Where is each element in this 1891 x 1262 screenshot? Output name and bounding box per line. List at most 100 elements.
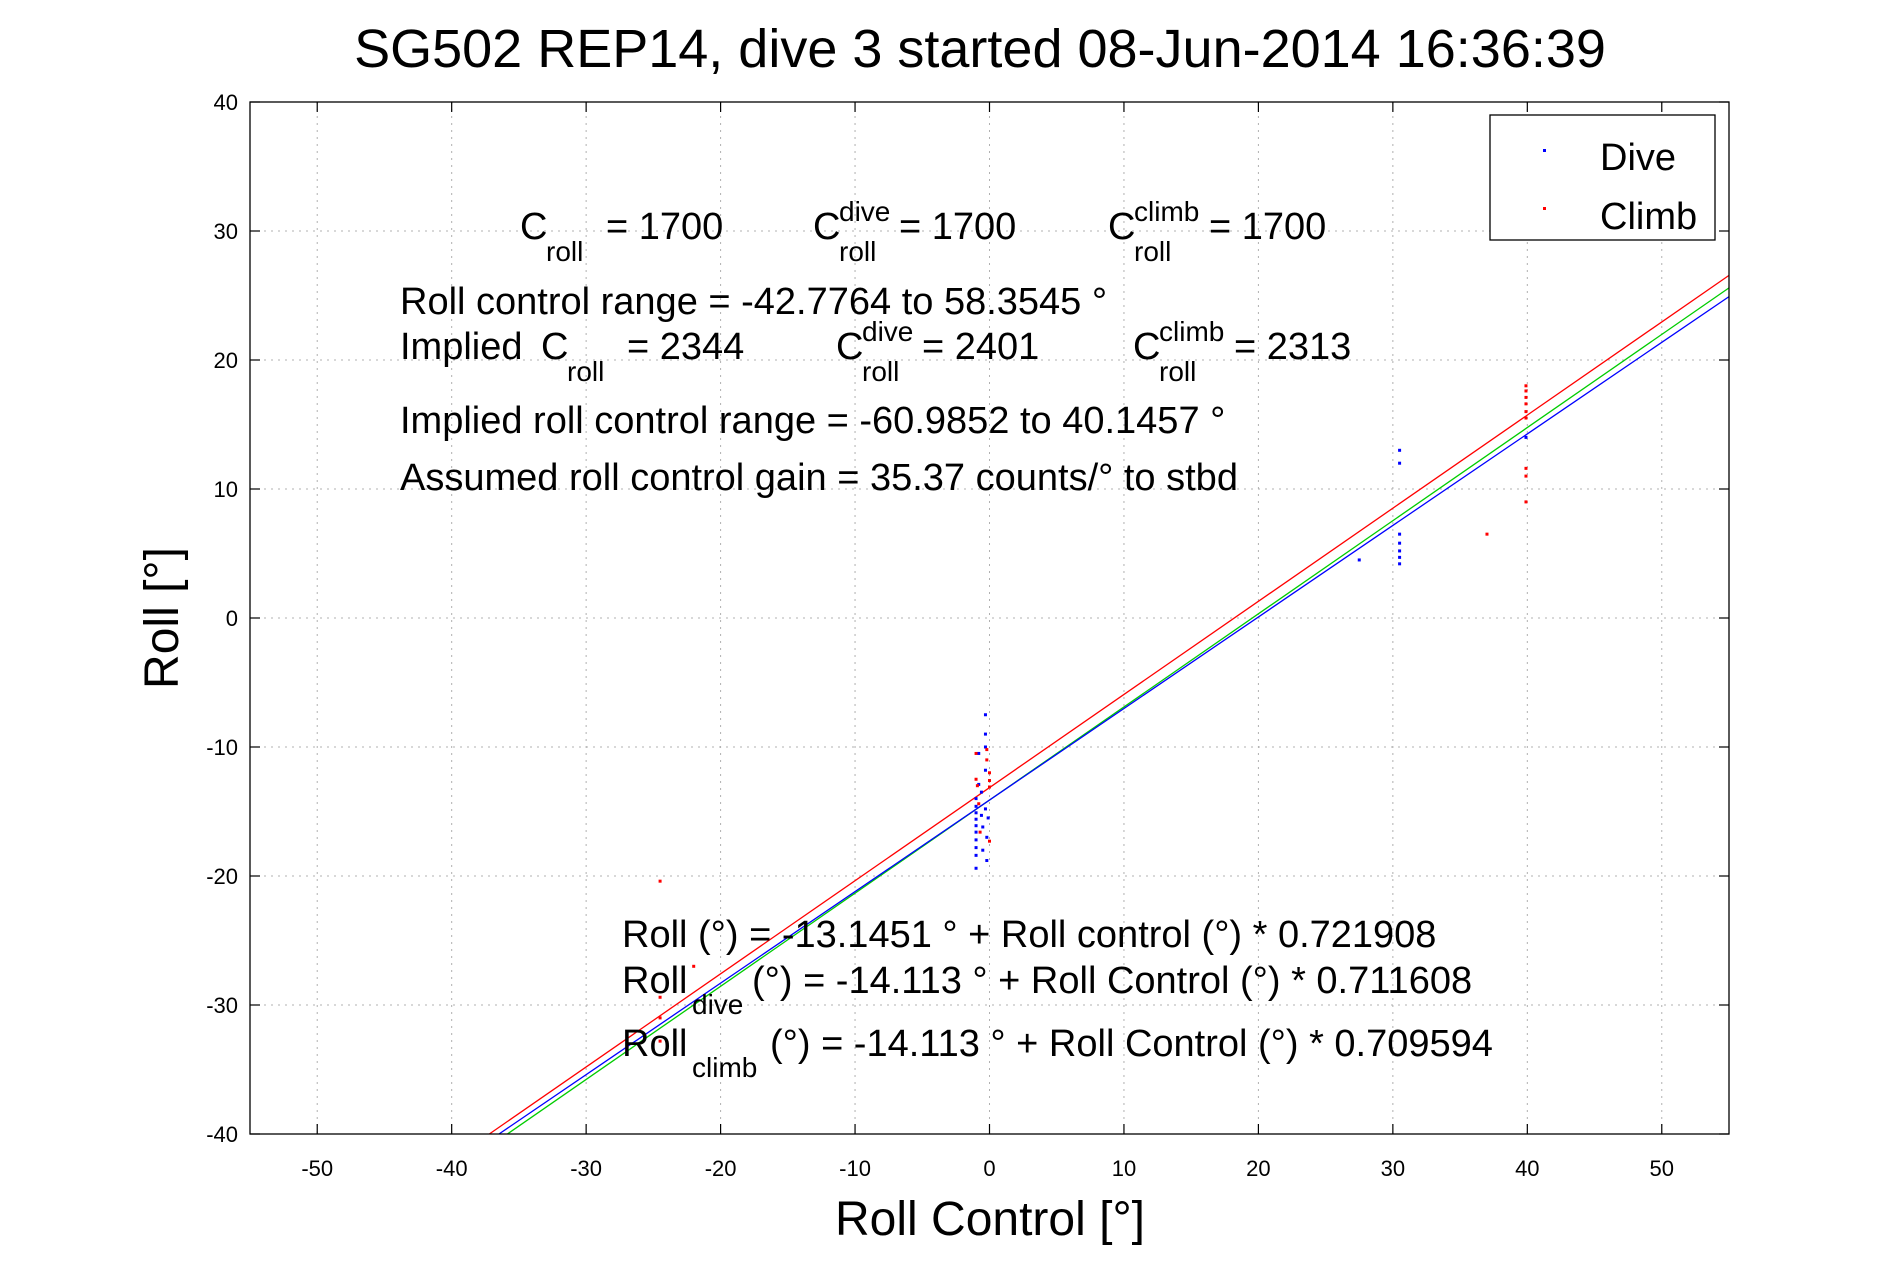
data-point [1398, 448, 1402, 452]
legend-climb-label: Climb [1600, 196, 1697, 238]
x-tick-label: 30 [1381, 1156, 1405, 1181]
x-axis-label: Roll Control [°] [835, 1193, 1145, 1246]
data-point [983, 732, 987, 736]
y-tick-label: -20 [206, 864, 238, 889]
implied-croll-annotation-2-value: = 2401 [922, 326, 1039, 368]
croll-annotation-2-value: = 1700 [899, 206, 1016, 248]
gain-text: Assumed roll control gain = 35.37 counts… [400, 457, 1238, 499]
data-point [975, 784, 979, 788]
implied-croll-annotation-3-sub: roll [1159, 356, 1196, 387]
data-points [658, 384, 1528, 1043]
data-point [988, 779, 991, 783]
fit-line [488, 274, 1730, 1135]
croll-annotation-1-value: = 1700 [606, 206, 723, 248]
data-point [974, 797, 978, 801]
data-point [981, 825, 985, 829]
y-tick-label: 40 [214, 90, 238, 115]
data-point [988, 839, 991, 843]
data-point [978, 830, 982, 834]
implied-croll-annotation-2-sub: roll [862, 356, 899, 387]
data-point [985, 748, 989, 752]
croll-annotation-2-sup: dive [839, 196, 890, 227]
implied-range-text: Implied roll control range = -60.9852 to… [400, 400, 1225, 442]
data-point [979, 790, 983, 794]
data-point [1524, 402, 1528, 406]
y-tick-label: 10 [214, 477, 238, 502]
data-point [1524, 466, 1528, 470]
x-tick-label: 20 [1246, 1156, 1270, 1181]
data-point [1524, 500, 1528, 504]
y-axis-label: Roll [°] [136, 547, 189, 689]
data-point [985, 835, 989, 839]
data-point [658, 995, 662, 999]
data-point [974, 830, 978, 834]
x-tick-label: -40 [436, 1156, 468, 1181]
x-tick-label: 10 [1112, 1156, 1136, 1181]
data-point [974, 751, 978, 755]
croll-annotation-3-sup: climb [1134, 196, 1199, 227]
implied-croll-annotation-1-base: C [541, 326, 568, 368]
data-point [1524, 474, 1528, 478]
y-tick-label: -30 [206, 993, 238, 1018]
data-point [1357, 558, 1361, 562]
implied-croll-annotation-3-value: = 2313 [1234, 326, 1351, 368]
x-tick-label: 50 [1650, 1156, 1674, 1181]
fit-line [498, 296, 1730, 1135]
croll-annotation-1-base: C [520, 206, 547, 248]
data-point [983, 768, 987, 772]
data-point [1398, 549, 1402, 553]
data-point [692, 964, 696, 968]
x-tick-label: 40 [1515, 1156, 1539, 1181]
data-point [1398, 555, 1402, 559]
legend-climb-marker [1543, 207, 1546, 210]
equation-roll: Roll (°) = -13.1451 ° + Roll control (°)… [622, 914, 1436, 956]
y-tick-label: -10 [206, 735, 238, 760]
series-dive [974, 435, 1528, 870]
data-point [1524, 384, 1528, 388]
equation-dive-sub: dive [692, 989, 743, 1020]
y-tick-label: 30 [214, 219, 238, 244]
data-point [988, 785, 991, 789]
data-point [1524, 410, 1528, 414]
y-tick-label: 20 [214, 348, 238, 373]
croll-annotation-1-sub: roll [546, 236, 583, 267]
data-point [983, 745, 987, 749]
data-point [988, 771, 991, 775]
data-point [1398, 562, 1402, 566]
equation-dive-rest: (°) = -14.113 ° + Roll Control (°) * 0.7… [752, 960, 1472, 1002]
data-point [985, 758, 989, 762]
data-point [979, 813, 983, 817]
data-point [983, 807, 987, 811]
data-point [974, 824, 978, 828]
equation-climb-base: Roll [622, 1023, 687, 1065]
legend-dive-label: Dive [1600, 137, 1676, 179]
data-point [974, 853, 978, 857]
data-point [974, 817, 978, 821]
data-point [1398, 541, 1402, 545]
croll-annotation-3-sub: roll [1134, 236, 1171, 267]
data-point [1524, 435, 1528, 439]
x-tick-label: -10 [839, 1156, 871, 1181]
x-tick-label: 0 [983, 1156, 995, 1181]
data-point [974, 838, 978, 842]
data-point [974, 811, 978, 815]
series-climb [658, 384, 1528, 1043]
implied-croll-annotation-1-sub: roll [567, 356, 604, 387]
y-tick-label: -40 [206, 1122, 238, 1147]
data-point [983, 713, 987, 717]
data-point [985, 859, 989, 863]
data-point [1524, 395, 1528, 399]
data-point [1485, 532, 1489, 536]
equation-climb-sub: climb [692, 1052, 757, 1083]
x-tick-label: -20 [705, 1156, 737, 1181]
data-point [658, 1039, 662, 1043]
implied-croll-annotation-2-sup: dive [862, 316, 913, 347]
data-point [658, 879, 662, 883]
x-tick-label: -50 [301, 1156, 333, 1181]
legend: Dive Climb [1489, 114, 1716, 241]
data-point [974, 846, 978, 850]
croll-annotation-3-base: C [1108, 206, 1135, 248]
data-point [974, 777, 978, 781]
implied-croll-annotation-2-base: C [836, 326, 863, 368]
